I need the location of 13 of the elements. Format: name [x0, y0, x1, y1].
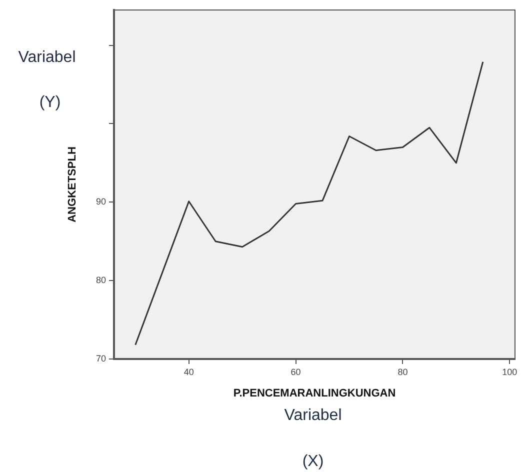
x-axis-title: P.PENCEMARANLINGKUNGAN — [233, 387, 396, 400]
y-tick-label: 90 — [96, 196, 106, 207]
text: (X) — [302, 453, 324, 471]
x-tick-label: 100 — [502, 366, 518, 377]
text: Variabel — [284, 407, 342, 425]
y-axis-title: ANGKETSPLH — [66, 146, 79, 222]
x-tick-label: 60 — [290, 366, 301, 377]
x-tick-label: 80 — [398, 366, 408, 377]
text: Variabel — [18, 49, 76, 67]
y-tick-label: 70 — [96, 353, 106, 364]
text: (Y) — [39, 94, 61, 112]
y-tick-label: 80 — [96, 275, 106, 286]
x-tick-label: 40 — [184, 366, 194, 377]
